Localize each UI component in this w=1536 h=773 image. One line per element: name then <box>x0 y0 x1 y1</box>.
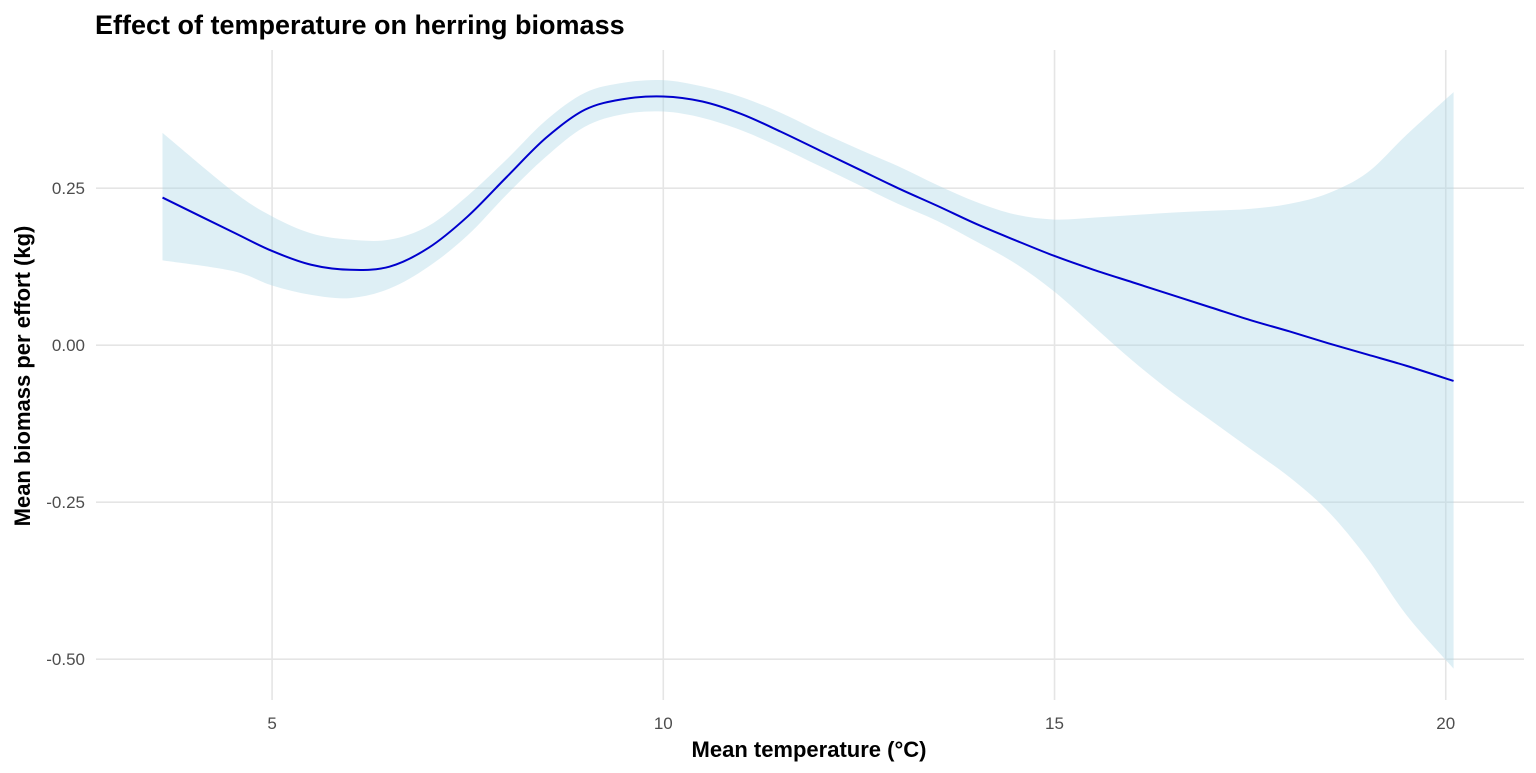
x-tick-label: 20 <box>1436 714 1455 733</box>
y-tick-label: 0.25 <box>52 179 85 198</box>
x-axis-title: Mean temperature (°C) <box>692 737 927 762</box>
y-tick-label: -0.50 <box>46 650 85 669</box>
y-axis-ticks: 0.25 0.00 -0.25 -0.50 <box>46 179 85 669</box>
x-axis-ticks: 5 10 15 20 <box>267 714 1455 733</box>
x-tick-label: 10 <box>654 714 673 733</box>
plot-panel <box>96 50 1524 700</box>
y-tick-label: -0.25 <box>46 493 85 512</box>
grid-lines <box>96 50 1524 700</box>
chart-title: Effect of temperature on herring biomass <box>95 10 625 40</box>
y-tick-label: 0.00 <box>52 336 85 355</box>
x-tick-label: 15 <box>1045 714 1064 733</box>
smooth-line <box>162 95 1454 382</box>
confidence-ribbon <box>162 79 1454 669</box>
x-tick-label: 5 <box>267 714 276 733</box>
y-axis-title: Mean biomass per effort (kg) <box>10 226 35 527</box>
